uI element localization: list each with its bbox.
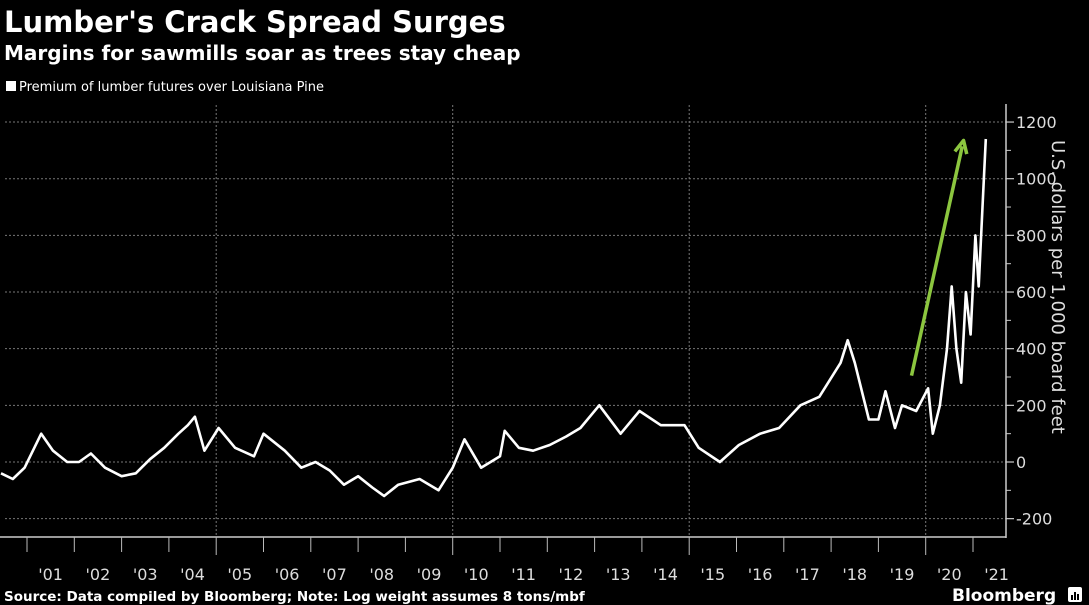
y-tick-label: 1200 [1016,113,1057,132]
x-tick-label: '20 [937,565,962,584]
annotations [909,138,969,376]
y-tick-label: 400 [1016,340,1047,359]
bloomberg-icon [1068,587,1082,602]
x-tick-label: '07 [322,565,347,584]
y-axis-label: U.S. dollars per 1,000 board feet [1047,140,1068,434]
x-tick-label: '21 [984,565,1009,584]
series-line [0,138,988,498]
x-tick-label: '11 [511,565,536,584]
axes: -200 0 200 400 600 800 1000 1200 '01 '02 '03 '04 '05… [0,104,1057,584]
x-tick-label: '01 [38,565,63,584]
x-tick-label: '08 [369,565,394,584]
chart-title: Lumber's Crack Spread Surges [4,5,506,39]
x-tick-label: '10 [464,565,489,584]
x-tick-label: '03 [133,565,158,584]
x-tick-label: '15 [700,565,725,584]
x-tick-label: '06 [275,565,300,584]
series [0,138,988,498]
x-tick-label: '13 [606,565,631,584]
x-tick-label: '14 [653,565,678,584]
x-tick-label: '02 [86,565,111,584]
x-tick-label: '04 [180,565,205,584]
source-note: Source: Data compiled by Bloomberg; Note… [4,589,585,605]
y-tick-label: -200 [1016,510,1052,529]
annotation-arrow-head [953,138,969,155]
y-tick-label: 600 [1016,283,1047,302]
legend: Premium of lumber futures over Louisiana… [6,80,324,95]
x-tick-label: '09 [417,565,442,584]
y-tick-label: 200 [1016,396,1047,415]
bloomberg-logo: Bloomberg [952,586,1056,605]
y-tick-label: 0 [1016,453,1026,472]
y-tick-label: 1000 [1016,170,1057,189]
gridlines [5,105,1006,537]
x-tick-label: '17 [795,565,820,584]
chart-subtitle: Margins for sawmills soar as trees stay … [4,41,521,65]
x-tick-label: '05 [227,565,252,584]
y-tick-label: 800 [1016,226,1047,245]
x-tick-label: '18 [842,565,867,584]
legend-swatch [6,81,16,91]
x-tick-label: '19 [890,565,915,584]
x-tick-label: '16 [748,565,773,584]
x-tick-label: '12 [559,565,584,584]
annotation-arrow-line [909,145,964,376]
legend-label: Premium of lumber futures over Louisiana… [19,80,324,95]
